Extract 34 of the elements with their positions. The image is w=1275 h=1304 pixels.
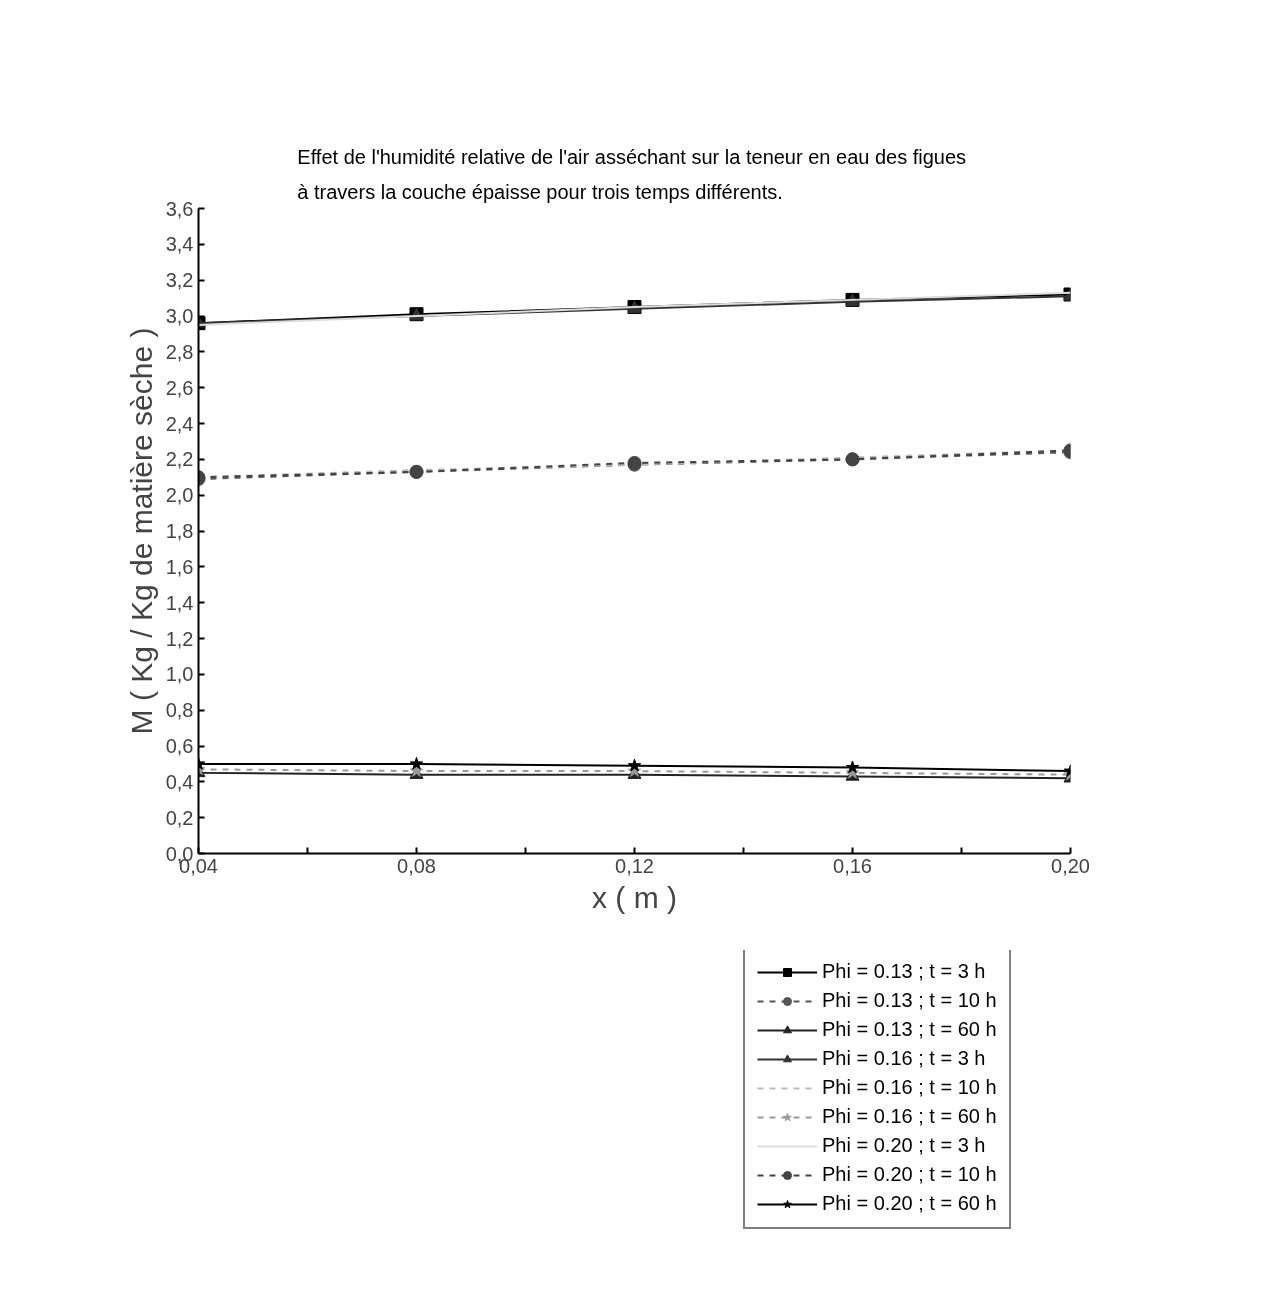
y-tick-label: 0,6 [165, 735, 194, 757]
y-tick-label: 2,8 [165, 340, 194, 363]
x-tick-label: 0,12 [615, 854, 654, 877]
legend-label: Phi = 0.16 ; t = 10 h [822, 1076, 997, 1099]
y-tick-label: 2,6 [165, 376, 194, 399]
chart-title: Effet de l'humidité relative de l'air asséchant sur la teneur en eau des figues à travers la couche épaisse pour trois temps différents. [297, 146, 967, 204]
legend-label: Phi = 0.20 ; t = 60 h [822, 1192, 997, 1215]
y-tick-label: 3,4 [165, 233, 194, 256]
x-tick-label: 0,20 [1051, 854, 1090, 877]
y-tick-label: 1,0 [165, 663, 194, 686]
legend-label: Phi = 0.13 ; t = 3 h [822, 960, 986, 983]
legend-label: Phi = 0.13 ; t = 10 h [822, 989, 997, 1012]
y-tick-label: 1,8 [165, 520, 194, 542]
y-tick-label: 0,4 [165, 770, 194, 793]
legend-label: Phi = 0.13 ; t = 60 h [822, 1018, 997, 1041]
y-tick-label: 3,6 [165, 197, 194, 220]
y-tick-label: 0,2 [165, 806, 194, 829]
y-axis-title: M ( Kg / Kg de matière sèche ) [124, 327, 158, 735]
x-axis-title: x ( m ) [592, 880, 677, 914]
y-tick-label: 2,4 [165, 412, 194, 435]
y-tick-label: 1,2 [165, 627, 194, 650]
y-tick-label: 3,2 [165, 269, 194, 292]
y-tick-label: 0,8 [165, 699, 194, 722]
y-tick-label: 1,6 [165, 555, 194, 578]
legend-label: Phi = 0.20 ; t = 10 h [822, 1163, 997, 1186]
y-tick-label: 3,0 [165, 305, 194, 327]
legend-label: Phi = 0.16 ; t = 60 h [822, 1105, 997, 1128]
x-tick-label: 0,08 [397, 854, 436, 877]
legend-label: Phi = 0.20 ; t = 3 h [822, 1134, 986, 1157]
y-tick-label: 2,2 [165, 448, 194, 471]
y-tick-label: 2,0 [165, 484, 194, 507]
x-tick-label: 0,16 [833, 854, 872, 877]
y-tick-label: 1,4 [165, 591, 194, 614]
legend-label: Phi = 0.16 ; t = 3 h [822, 1047, 986, 1070]
